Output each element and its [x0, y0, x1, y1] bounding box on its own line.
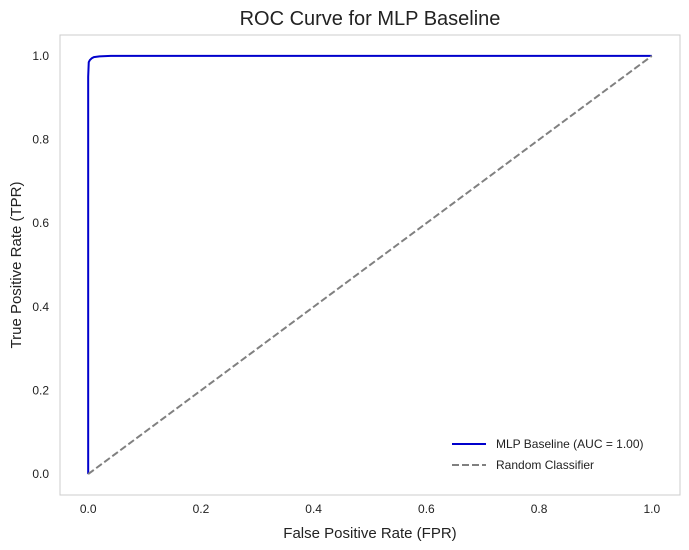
x-tick-label: 1.0	[643, 502, 660, 516]
y-tick-label: 0.4	[32, 300, 49, 314]
legend-entry-label: Random Classifier	[496, 458, 594, 472]
y-tick-label: 0.0	[32, 467, 49, 481]
y-tick-label: 1.0	[32, 49, 49, 63]
plot-area-frame	[59, 34, 681, 496]
x-tick-label: 0.2	[193, 502, 210, 516]
y-axis-label: True Positive Rate (TPR)	[8, 182, 25, 349]
axis-ticks: 0.0 0.2 0.4 0.6 0.8 1.0 0.0 0.2 0.4 0.6 0.8 1.0	[32, 49, 660, 516]
x-tick-label: 0.0	[80, 502, 97, 516]
x-tick-label: 0.6	[418, 502, 435, 516]
y-tick-label: 0.2	[32, 383, 49, 397]
x-tick-label: 0.8	[531, 502, 548, 516]
series-layer	[87, 54, 653, 475]
chart-title: ROC Curve for MLP Baseline	[240, 8, 501, 30]
legend: MLP Baseline (AUC = 1.00) Random Classifi…	[452, 437, 644, 472]
legend-entry-label: MLP Baseline (AUC = 1.00)	[496, 437, 644, 451]
y-tick-label: 0.8	[32, 133, 49, 147]
mlp-baseline-roc-line	[87, 54, 652, 475]
random-classifier-line	[87, 55, 653, 475]
x-tick-label: 0.4	[305, 502, 322, 516]
x-axis-label: False Positive Rate (FPR)	[283, 525, 456, 542]
y-tick-label: 0.6	[32, 216, 49, 230]
